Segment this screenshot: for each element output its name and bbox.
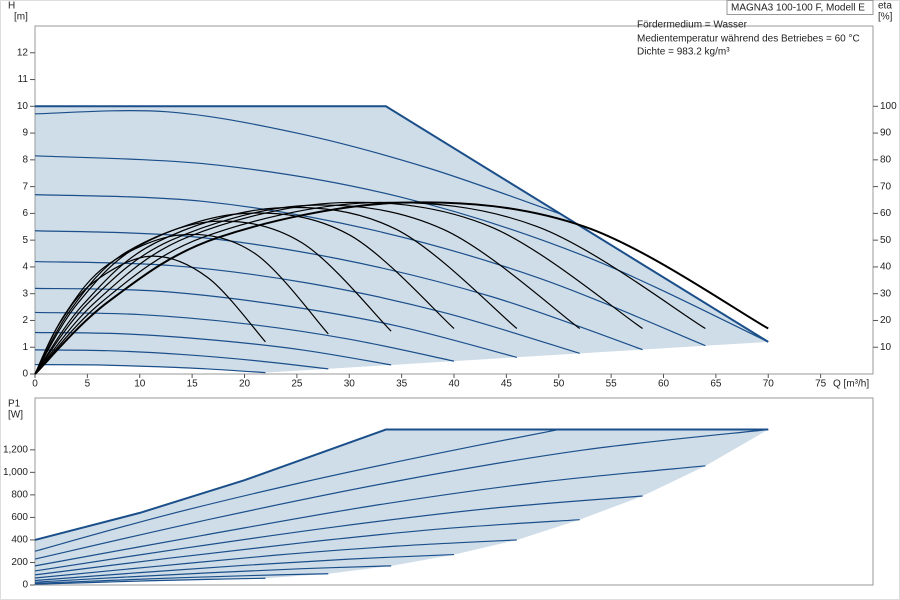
operating-area: [35, 429, 769, 585]
y-axis-unit: [m]: [14, 12, 28, 23]
y-tick-label: 4: [22, 262, 28, 273]
x-tick-label: 25: [291, 379, 303, 390]
pump-curve: [34, 428, 769, 541]
pump-curve: [34, 519, 580, 576]
operating-area: [35, 106, 769, 373]
pump-curve: [34, 495, 643, 572]
y2-tick-label: 80: [880, 154, 892, 165]
efficiency-curve: [34, 204, 581, 375]
x-tick-label: 5: [85, 379, 91, 390]
y-tick-label: 2: [22, 315, 28, 326]
pump-curve: [34, 331, 392, 366]
annotation: Dichte = 983.2 kg/m³: [637, 47, 730, 58]
pump-curve: [34, 553, 455, 582]
x-tick-label: 55: [606, 379, 618, 390]
efficiency-curve: [34, 233, 329, 375]
pump-curve: [34, 565, 392, 583]
pump-curve: [34, 428, 769, 560]
y-tick-label: 10: [17, 101, 29, 112]
y-tick-label: 6: [22, 208, 28, 219]
y-axis-label: P1: [8, 399, 21, 410]
y2-tick-label: 20: [880, 315, 892, 326]
y-axis-label: H: [8, 1, 15, 12]
x-tick-label: 40: [448, 379, 460, 390]
info-box: [726, 0, 874, 15]
x-tick-label: 70: [763, 379, 775, 390]
efficiency-curve: [34, 206, 518, 375]
x-tick-label: 30: [344, 379, 356, 390]
x-axis-label: Q [m³/h]: [833, 379, 869, 390]
y-tick-label: 0: [22, 369, 28, 380]
efficiency-curve: [34, 201, 706, 375]
y-tick-label: 1,200: [3, 444, 28, 455]
pump-curve: [34, 287, 518, 358]
pump-curve: [34, 465, 706, 567]
chart-title: MAGNA3 100-100 F, Modell E: [731, 3, 865, 14]
y2-tick-label: 30: [880, 288, 892, 299]
x-tick-label: 10: [134, 379, 146, 390]
y-axis-unit: [W]: [8, 410, 23, 421]
pump-curve: [34, 573, 329, 584]
x-tick-label: 60: [658, 379, 670, 390]
y-tick-label: 400: [11, 535, 28, 546]
x-tick-label: 75: [815, 379, 827, 390]
y-tick-label: 200: [11, 557, 28, 568]
y2-axis-unit: [%]: [878, 12, 893, 23]
pump-curve: [34, 428, 559, 552]
x-tick-label: 45: [501, 379, 513, 390]
pump-curve: [35, 105, 769, 343]
pump-curve: [34, 311, 455, 362]
y2-tick-label: 40: [880, 262, 892, 273]
y-tick-label: 5: [22, 235, 28, 246]
x-tick-label: 50: [553, 379, 565, 390]
efficiency-curve: [34, 201, 643, 375]
pump-curve: [34, 194, 706, 347]
y-tick-label: 7: [22, 181, 28, 192]
annotation: Medientemperatur während des Betriebes =…: [637, 34, 860, 45]
annotation: Fördermedium = Wasser: [637, 20, 748, 31]
y2-tick-label: 60: [880, 208, 892, 219]
y-tick-label: 8: [22, 154, 28, 165]
x-tick-label: 35: [396, 379, 408, 390]
y-tick-label: 3: [22, 288, 28, 299]
pump-curve: [34, 577, 266, 585]
pump-curve: [34, 364, 266, 374]
pump-curve: [34, 109, 559, 214]
y-tick-label: 9: [22, 128, 28, 139]
y2-tick-label: 90: [880, 128, 892, 139]
x-tick-label: 20: [239, 379, 251, 390]
y-tick-label: 600: [11, 512, 28, 523]
x-tick-label: 15: [187, 379, 199, 390]
y-tick-label: 1: [22, 342, 28, 353]
y2-tick-label: 10: [880, 342, 892, 353]
x-tick-label: 0: [32, 379, 38, 390]
y2-axis-label: eta: [878, 1, 892, 12]
y2-tick-label: 70: [880, 181, 892, 192]
pump-curve: [34, 155, 769, 343]
pump-curve: [34, 539, 517, 579]
pump-curve: [34, 349, 329, 370]
efficiency-curve: [34, 201, 769, 375]
y2-tick-label: 50: [880, 235, 892, 246]
y-tick-label: 800: [11, 490, 28, 501]
x-tick-label: 65: [710, 379, 722, 390]
y-tick-label: 0: [22, 580, 28, 591]
y-tick-label: 1,000: [3, 467, 28, 478]
y-tick-label: 11: [18, 74, 29, 85]
y2-tick-label: 100: [880, 101, 897, 112]
pump-curve: [34, 230, 643, 351]
y-tick-label: 12: [17, 47, 29, 58]
plot-frame: [34, 397, 874, 586]
efficiency-curve: [34, 212, 455, 375]
